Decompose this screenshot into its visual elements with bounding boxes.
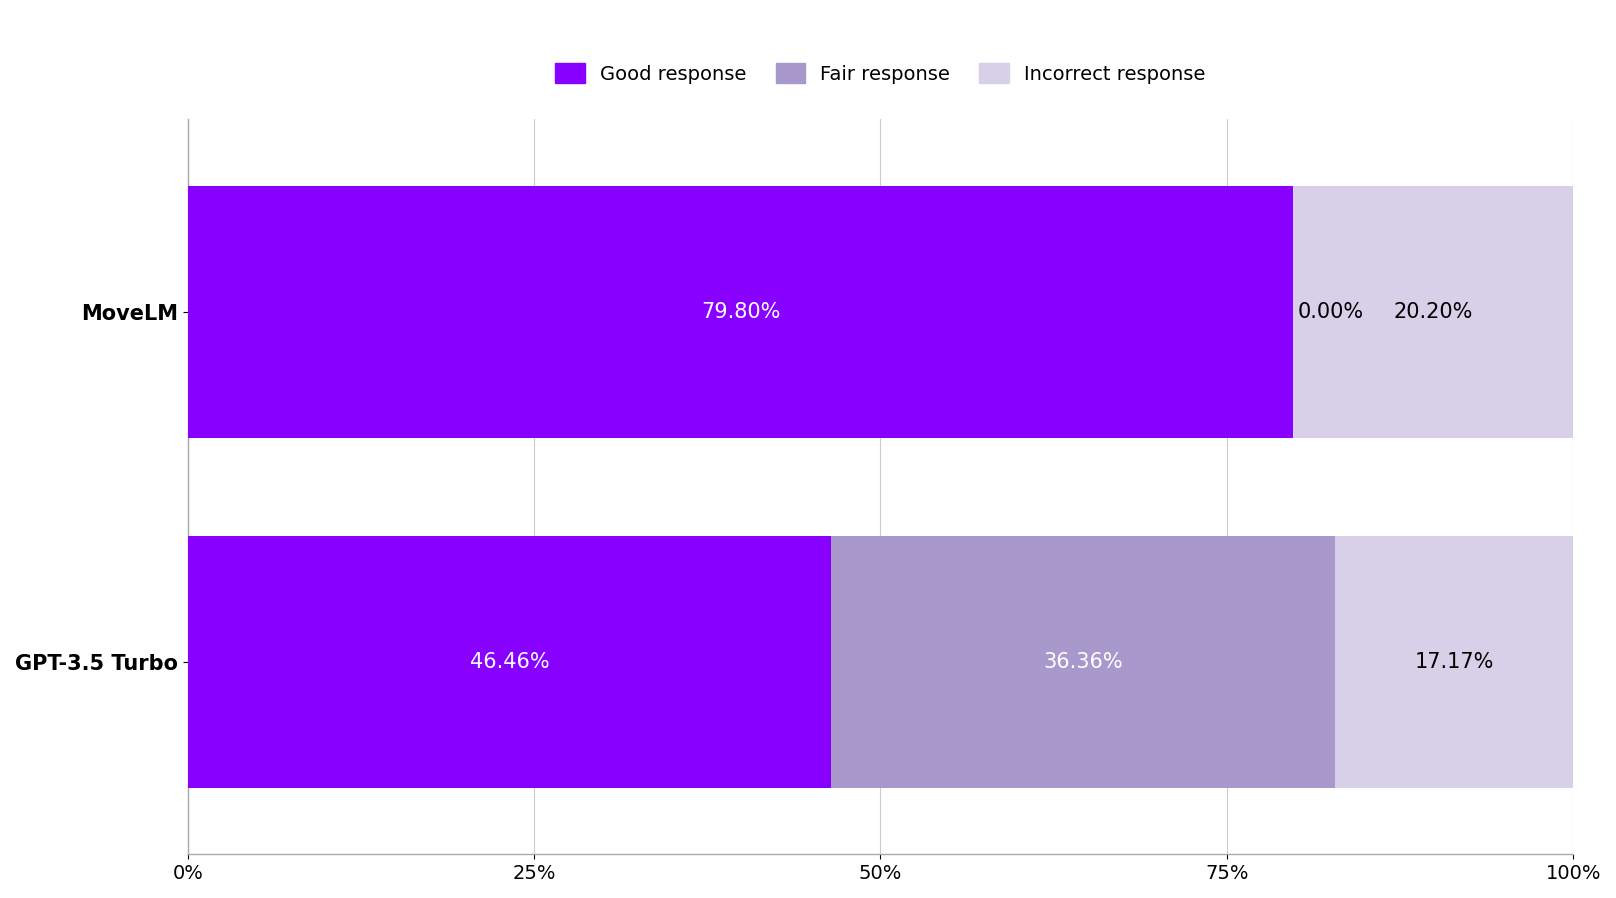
Text: 0.00%: 0.00% [1298, 302, 1364, 321]
Bar [832, 536, 1335, 788]
Bar [187, 536, 832, 788]
Text: 36.36%: 36.36% [1044, 652, 1123, 672]
Text: 17.17%: 17.17% [1414, 652, 1493, 672]
Text: 20.20%: 20.20% [1393, 302, 1474, 321]
Text: 79.80%: 79.80% [701, 302, 781, 321]
Text: 46.46%: 46.46% [470, 652, 549, 672]
Bar [1293, 186, 1574, 438]
Bar [1335, 536, 1572, 788]
Bar [187, 186, 1293, 438]
Legend: Good response, Fair response, Incorrect response: Good response, Fair response, Incorrect … [548, 56, 1214, 92]
